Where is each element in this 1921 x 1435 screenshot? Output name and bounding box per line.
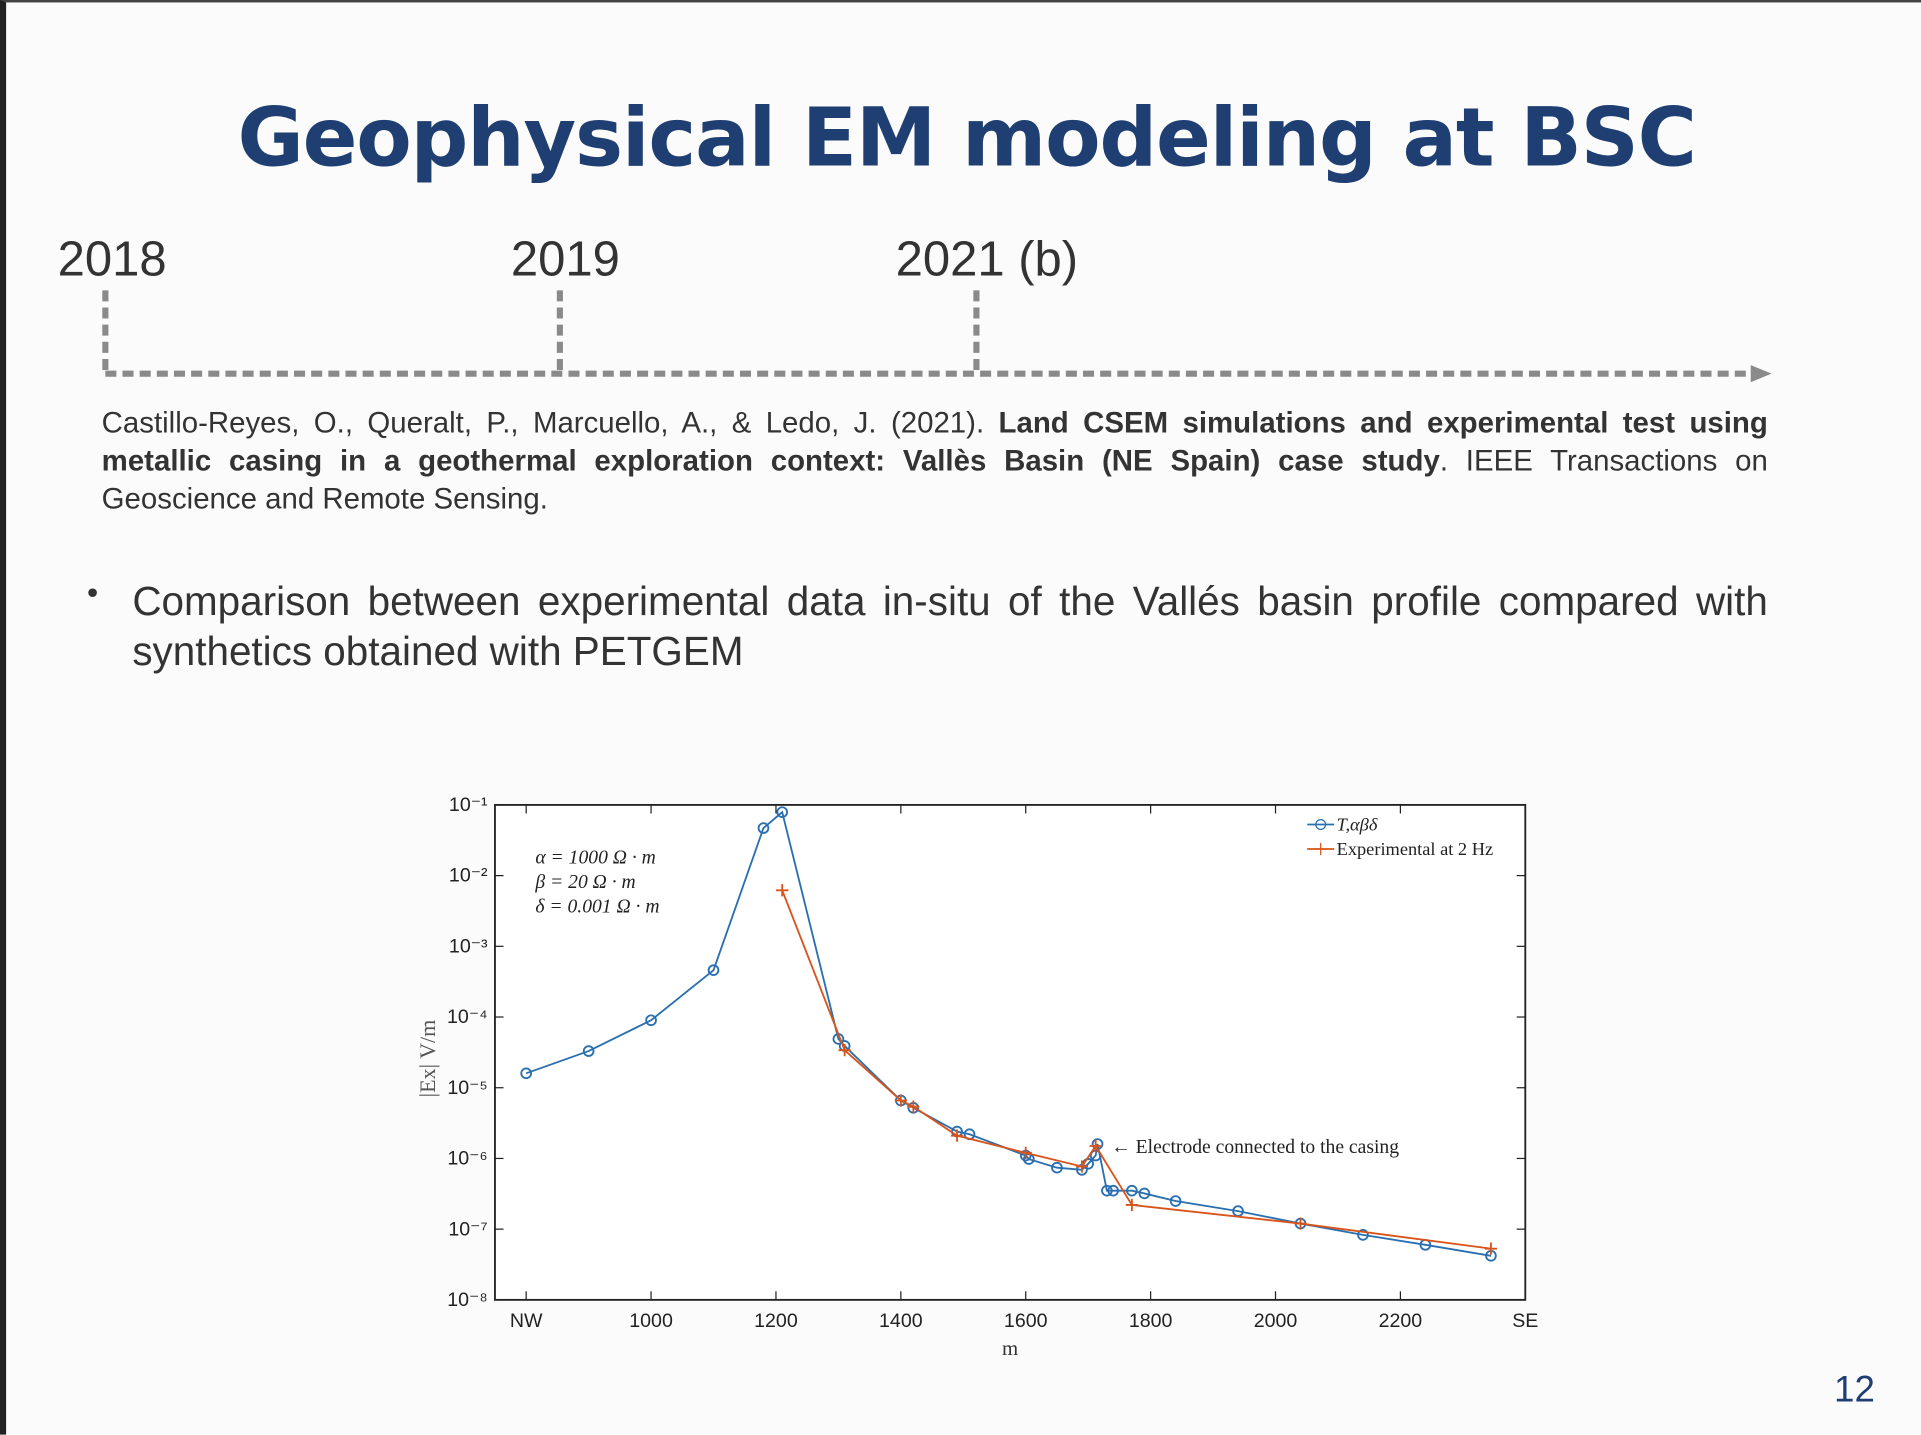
x-tick-label: 1800 xyxy=(1129,1310,1173,1332)
x-tick-label: 2000 xyxy=(1254,1310,1298,1332)
data-point xyxy=(757,822,770,834)
x-tick-label: NW xyxy=(510,1310,543,1332)
x-tick-label: 1000 xyxy=(629,1310,673,1332)
annotation: β = 20 Ω · m xyxy=(534,872,635,893)
legend-label: Experimental at 2 Hz xyxy=(1337,839,1494,859)
data-point xyxy=(707,964,720,976)
legend-label: T,αβδ xyxy=(1337,815,1378,835)
y-tick-label: 10⁻² xyxy=(449,865,488,887)
x-tick-label: SE xyxy=(1512,1310,1538,1332)
data-point xyxy=(1294,1217,1307,1230)
figure: NW 1000 1200 1400 1600 1800 2000 2200 SE 10⁻¹ 10⁻²… xyxy=(102,290,1772,1360)
plot-area xyxy=(494,803,1527,1301)
x-tick-label: 2200 xyxy=(1379,1310,1423,1332)
data-point xyxy=(838,1044,851,1057)
timeline-year: 2021 (b) xyxy=(895,232,1079,287)
data-point xyxy=(1101,1184,1113,1197)
data-point xyxy=(907,1100,920,1113)
ref-title: Land CSEM simulations and experimental t… xyxy=(101,406,1768,478)
data-point xyxy=(1169,1195,1182,1207)
y-tick-label: 10⁻⁶ xyxy=(447,1148,487,1170)
y-tick-label: 10⁻¹ xyxy=(449,794,488,816)
data-point xyxy=(1138,1187,1151,1200)
series-line xyxy=(525,810,1492,1257)
y-tick-label: 10⁻⁵ xyxy=(447,1077,487,1099)
timeline xyxy=(102,290,1752,377)
reference: Castillo-Reyes, O., Queralt, P., Marcuel… xyxy=(102,404,1768,518)
ref-authors: Castillo-Reyes, O., Queralt, P., Marcuel… xyxy=(101,406,985,440)
data-point xyxy=(645,1014,657,1027)
timeline-year: 2019 xyxy=(510,232,620,287)
data-point xyxy=(1126,1184,1138,1197)
annotation: ← Electrode connected to the casing xyxy=(1111,1137,1399,1158)
data-point xyxy=(1357,1229,1369,1241)
data-point xyxy=(894,1094,907,1107)
data-point xyxy=(1107,1184,1119,1197)
y-axis-label: |Ex| V/m xyxy=(415,1020,440,1098)
data-point xyxy=(1089,1139,1102,1153)
data-point xyxy=(1075,1160,1089,1173)
data-point xyxy=(582,1045,595,1057)
data-point xyxy=(776,884,789,897)
data-point xyxy=(1019,1146,1032,1159)
bullet-dot: • xyxy=(86,573,99,611)
page-number: 12 xyxy=(1834,1369,1875,1411)
data-point xyxy=(776,806,789,818)
data-point xyxy=(1051,1161,1063,1174)
data-point xyxy=(950,1129,964,1142)
x-tick-label: 1400 xyxy=(879,1310,923,1332)
x-tick-label: 1600 xyxy=(1004,1310,1048,1332)
annotation: δ = 0.001 Ω · m xyxy=(535,897,659,918)
data-point xyxy=(520,1067,532,1080)
bullet-text: Comparison between experimental data in-… xyxy=(132,578,1768,674)
slide-title: Geophysical EM modeling at BSC xyxy=(237,90,1697,185)
timeline-year: 2018 xyxy=(57,232,167,287)
data-point xyxy=(1484,1242,1498,1255)
chart: NW 1000 1200 1400 1600 1800 2000 2200 SE 10⁻¹ 10⁻²… xyxy=(415,794,1538,1360)
y-tick-label: 10⁻³ xyxy=(449,935,488,957)
y-tick-label: 10⁻⁸ xyxy=(447,1289,487,1311)
legend-marker xyxy=(1315,818,1327,831)
annotation: α = 1000 Ω · m xyxy=(535,848,655,869)
y-tick-label: 10⁻⁴ xyxy=(447,1006,488,1028)
ref-journal: . IEEE Transactions on Geoscience and Re… xyxy=(101,444,1768,516)
x-axis-label: m xyxy=(1002,1336,1018,1360)
data-point xyxy=(1125,1198,1139,1212)
legend-marker xyxy=(1314,842,1327,856)
y-tick-label: 10⁻⁷ xyxy=(448,1218,487,1240)
timeline-arrow xyxy=(1750,365,1772,383)
x-tick-label: 1200 xyxy=(754,1310,798,1332)
